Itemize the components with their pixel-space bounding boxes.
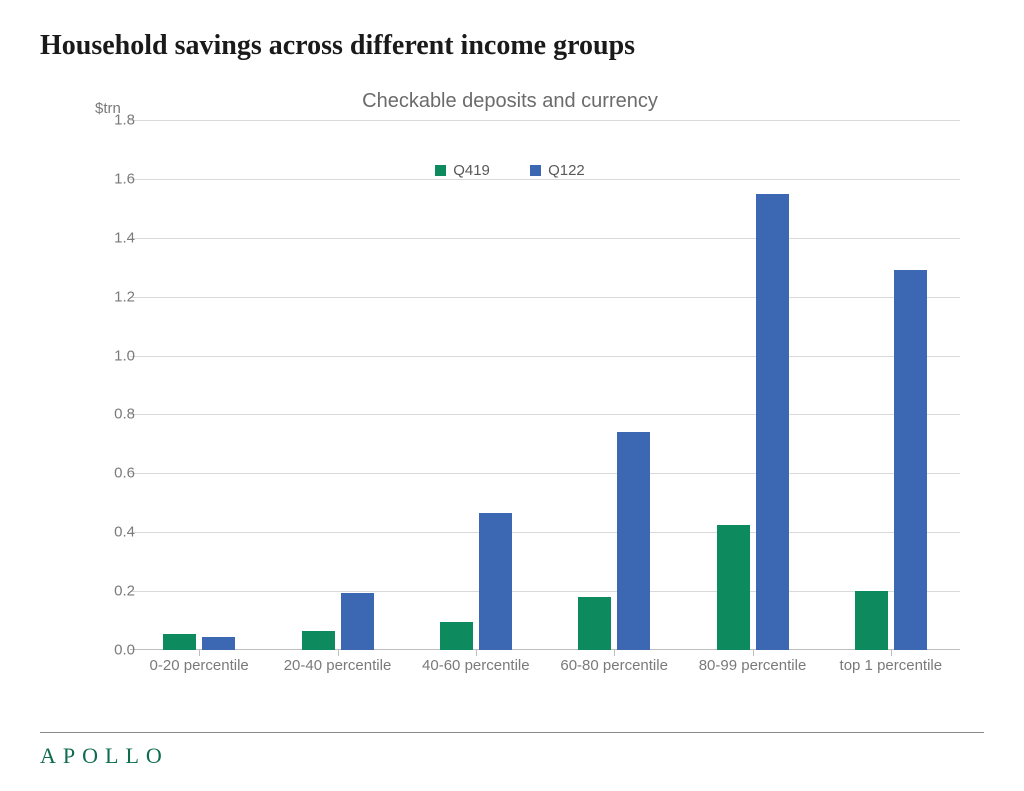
footer-rule bbox=[40, 732, 984, 733]
y-tick-label: 0.8 bbox=[75, 406, 135, 423]
grid-line bbox=[130, 297, 960, 298]
x-tick-label: top 1 percentile bbox=[840, 657, 943, 674]
x-tick-label: 80-99 percentile bbox=[699, 657, 807, 674]
grid-line bbox=[130, 238, 960, 239]
y-tick-label: 0.4 bbox=[75, 524, 135, 541]
plot-area bbox=[130, 120, 960, 650]
x-tick-mark bbox=[891, 650, 892, 656]
x-tick-label: 60-80 percentile bbox=[560, 657, 668, 674]
bar bbox=[756, 194, 789, 650]
chart-subtitle: Checkable deposits and currency bbox=[40, 90, 980, 113]
x-tick-mark bbox=[476, 650, 477, 656]
y-tick-label: 1.0 bbox=[75, 347, 135, 364]
bar bbox=[717, 525, 750, 650]
chart-container: Checkable deposits and currency $trn Q41… bbox=[40, 82, 980, 702]
x-tick-label: 20-40 percentile bbox=[284, 657, 392, 674]
x-axis-line bbox=[130, 649, 960, 650]
bar bbox=[163, 634, 196, 650]
grid-line bbox=[130, 120, 960, 121]
x-tick-label: 0-20 percentile bbox=[150, 657, 249, 674]
bar bbox=[479, 513, 512, 650]
grid-line bbox=[130, 356, 960, 357]
x-tick-mark bbox=[753, 650, 754, 656]
chart-title: Household savings across different incom… bbox=[40, 30, 984, 62]
brand-logo: APOLLO bbox=[40, 743, 169, 769]
y-tick-label: 0.6 bbox=[75, 465, 135, 482]
page: Household savings across different incom… bbox=[0, 0, 1024, 791]
bar bbox=[855, 591, 888, 650]
x-tick-mark bbox=[338, 650, 339, 656]
y-tick-label: 1.8 bbox=[75, 112, 135, 129]
bar bbox=[341, 593, 374, 650]
y-tick-label: 1.4 bbox=[75, 229, 135, 246]
x-tick-mark bbox=[614, 650, 615, 656]
y-tick-label: 1.2 bbox=[75, 288, 135, 305]
y-tick-label: 0.2 bbox=[75, 583, 135, 600]
bar bbox=[302, 631, 335, 650]
grid-line bbox=[130, 532, 960, 533]
grid-line bbox=[130, 414, 960, 415]
bar bbox=[202, 637, 235, 650]
bar bbox=[440, 622, 473, 650]
grid-line bbox=[130, 473, 960, 474]
bar bbox=[894, 270, 927, 650]
x-tick-mark bbox=[199, 650, 200, 656]
x-tick-label: 40-60 percentile bbox=[422, 657, 530, 674]
grid-line bbox=[130, 591, 960, 592]
bar bbox=[578, 597, 611, 650]
y-tick-label: 0.0 bbox=[75, 642, 135, 659]
grid-line bbox=[130, 179, 960, 180]
y-tick-label: 1.6 bbox=[75, 170, 135, 187]
bar bbox=[617, 432, 650, 650]
